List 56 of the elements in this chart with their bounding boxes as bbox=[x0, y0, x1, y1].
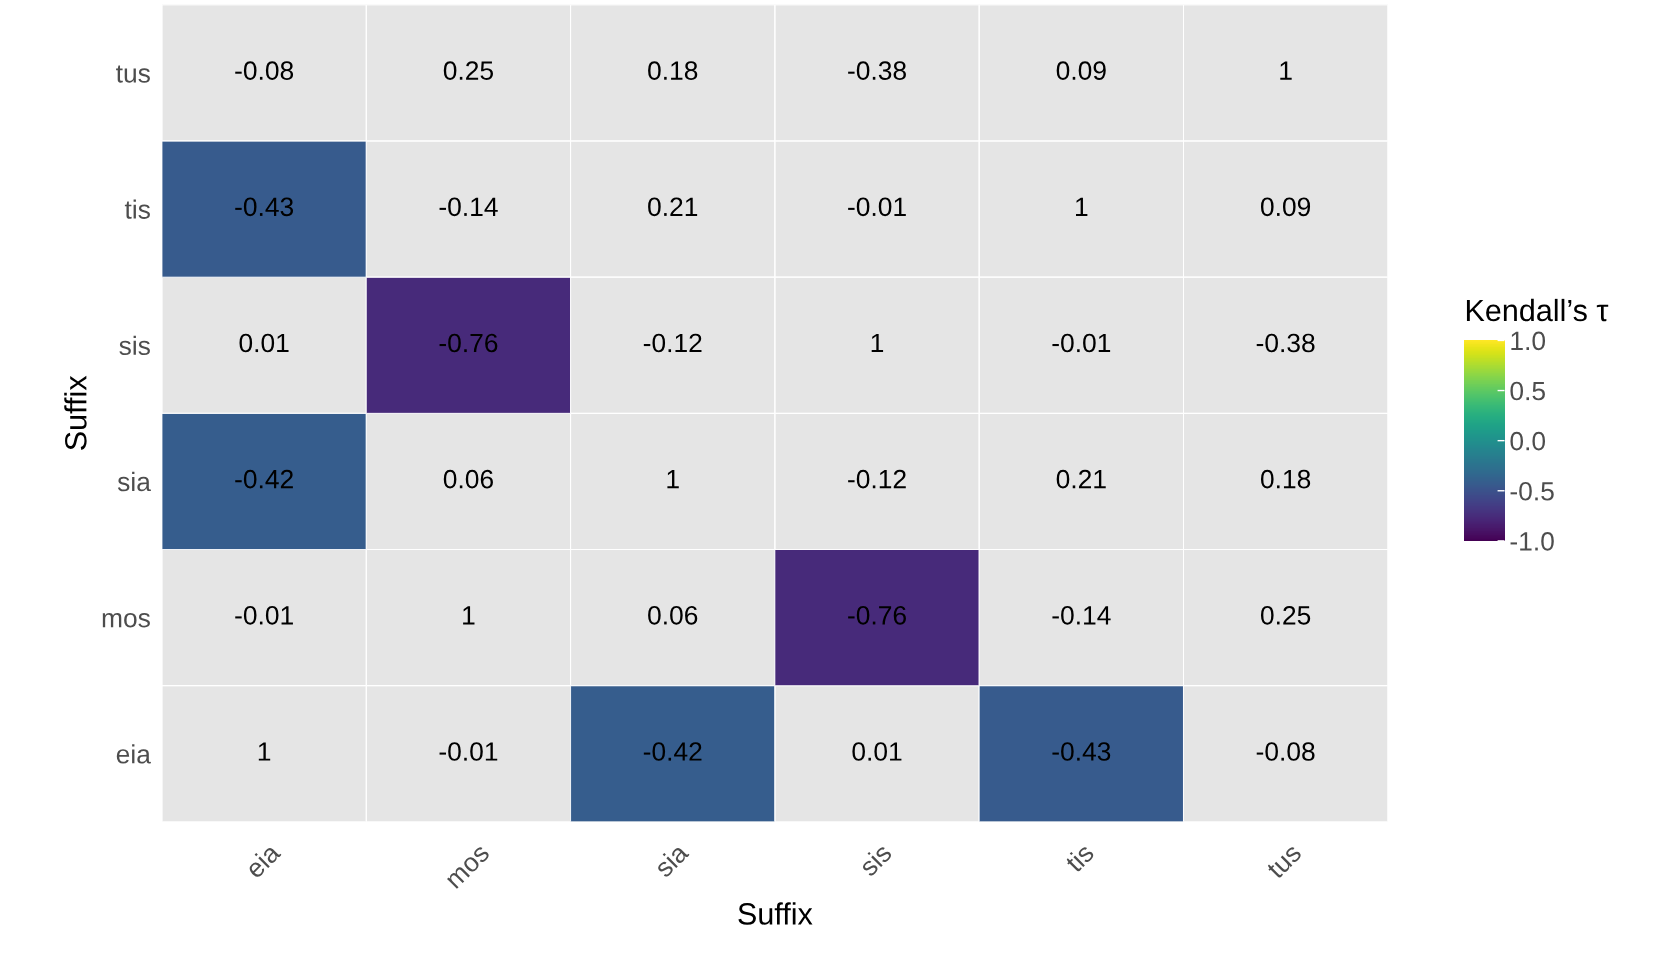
text: 1 bbox=[1076, 197, 1088, 216]
text: -0.38 bbox=[1256, 333, 1315, 353]
text: 0.06 bbox=[443, 469, 493, 489]
text: 0.06 bbox=[648, 605, 698, 625]
color-bar-label: 1.0 bbox=[1511, 331, 1546, 351]
y-tick-label: tis bbox=[124, 199, 150, 219]
text: -0.01 bbox=[439, 742, 498, 761]
data-label: -0.76 bbox=[439, 333, 498, 353]
text: -0.01 bbox=[235, 605, 293, 625]
data-label: -0.42 bbox=[643, 742, 702, 761]
color-bar-label: -1.0 bbox=[1510, 532, 1554, 551]
color-bar-title: Kendall’s τ bbox=[1466, 298, 1609, 322]
text: 1 bbox=[463, 606, 475, 625]
text: 0.21 bbox=[1056, 469, 1106, 489]
text: 0.18 bbox=[648, 61, 698, 80]
data-label: -0.76 bbox=[848, 605, 906, 625]
text: -0.12 bbox=[643, 333, 702, 353]
text: -0.08 bbox=[235, 61, 294, 80]
text: 1 bbox=[258, 742, 271, 761]
x-axis-title: Suffix bbox=[738, 902, 813, 925]
text: 0.01 bbox=[239, 333, 289, 353]
x-tick-label: eia bbox=[243, 841, 282, 880]
y-tick-label: mos bbox=[102, 612, 150, 628]
text: 0.25 bbox=[1260, 605, 1311, 625]
text: -0.38 bbox=[848, 61, 906, 80]
data-label: -0.43 bbox=[1052, 742, 1111, 761]
text: -0.01 bbox=[848, 197, 906, 217]
x-tick-label: mos bbox=[446, 845, 491, 890]
text: 1 bbox=[667, 470, 679, 489]
text: 0.25 bbox=[443, 61, 494, 80]
color-bar-label: 0.0 bbox=[1510, 431, 1546, 451]
text: 1 bbox=[871, 333, 884, 353]
text: 0.09 bbox=[1260, 197, 1311, 217]
y-axis-title: Suffix bbox=[64, 375, 87, 450]
text: -0.08 bbox=[1256, 742, 1315, 761]
text: 0.21 bbox=[648, 197, 698, 217]
x-tick-label: tus bbox=[1266, 843, 1303, 880]
text: -0.01 bbox=[1052, 333, 1111, 353]
y-tick-label: eia bbox=[116, 744, 151, 764]
data-label: -0.42 bbox=[235, 469, 293, 489]
y-tick-label: sia bbox=[117, 471, 151, 492]
text: 0.09 bbox=[1056, 61, 1106, 80]
x-tick-label: tis bbox=[1063, 841, 1095, 874]
y-tick-label: tus bbox=[116, 65, 150, 83]
text: 1 bbox=[1280, 61, 1292, 80]
text: 0.01 bbox=[852, 742, 902, 761]
y-tick-label: sis bbox=[119, 335, 150, 356]
text: -0.14 bbox=[439, 197, 498, 217]
data-label: -0.43 bbox=[235, 197, 294, 217]
x-tick-label: sia bbox=[652, 841, 690, 879]
text: -0.14 bbox=[1052, 605, 1111, 625]
x-tick-label: sis bbox=[857, 841, 893, 878]
text: -0.12 bbox=[848, 469, 906, 489]
color-bar-label: -0.5 bbox=[1510, 481, 1554, 501]
color-bar-label: 0.5 bbox=[1510, 381, 1545, 401]
text: 0.18 bbox=[1260, 469, 1311, 489]
